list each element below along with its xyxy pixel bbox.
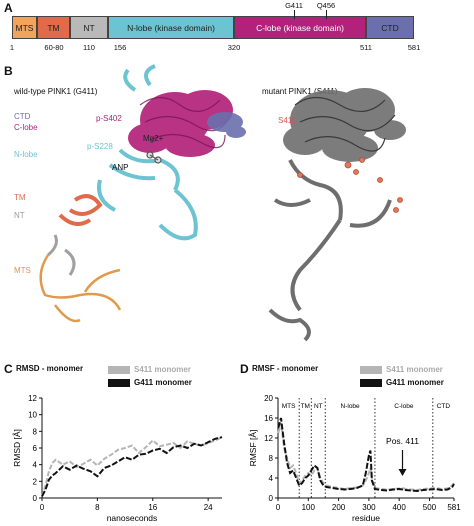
wt-label-p-s228: p-S228 xyxy=(87,142,113,151)
boundary-label: 581 xyxy=(407,43,421,52)
mut-label-s411: S411 xyxy=(278,116,297,125)
wt-label-nt: NT xyxy=(14,211,25,220)
x-tick-label: 8 xyxy=(95,503,100,512)
protein-structures xyxy=(39,64,406,342)
x-tick-label: 0 xyxy=(40,503,45,512)
panel-d-letter: D xyxy=(240,362,249,376)
boundary-label: 320 xyxy=(227,43,241,52)
boundary-label: 60-80 xyxy=(44,43,64,52)
position-411-annotation: Pos. 411 xyxy=(386,436,419,446)
mutant-structure-ribbons xyxy=(268,88,406,342)
x-tick-label: 500 xyxy=(423,503,437,512)
boundary-label: 1 xyxy=(9,43,15,52)
wt-label-mg: Mg2+ xyxy=(143,134,164,143)
y-tick-label: 6 xyxy=(33,444,38,453)
boundary-label: 110 xyxy=(83,43,95,52)
legend-label: G411 monomer xyxy=(134,378,192,387)
domain-ctd: CTD xyxy=(366,16,414,39)
domain-c-lobe: C-lobe (kinase domain) xyxy=(234,16,366,39)
x-tick-label: 0 xyxy=(276,503,281,512)
legend-label: S411 monomer xyxy=(134,365,191,374)
mutation-marker xyxy=(326,10,327,19)
domain-label: N-lobe xyxy=(341,403,361,410)
domain-label: C-lobe xyxy=(394,403,414,410)
y-axis-label: RMSF [Å] xyxy=(248,430,258,467)
x-axis-label: residue xyxy=(352,513,380,523)
boundary-label: 156 xyxy=(113,43,127,52)
y-tick-label: 8 xyxy=(33,427,38,436)
panel-a-letter: A xyxy=(4,1,13,15)
panel-b-letter: B xyxy=(4,64,13,78)
annotation-arrow-head xyxy=(398,469,407,476)
rmsd-chart-title: RMSD - monomer xyxy=(16,364,84,373)
mutation-marker xyxy=(294,10,295,19)
rmsd-legend-s411: S411 monomer xyxy=(108,365,191,374)
x-axis-label: nanoseconds xyxy=(107,513,158,523)
series-line-s411 xyxy=(41,436,223,497)
legend-swatch xyxy=(108,365,130,374)
legend-swatch xyxy=(108,378,130,387)
y-tick-label: 12 xyxy=(28,394,37,403)
y-tick-label: 10 xyxy=(28,411,37,420)
domain-label: MTS xyxy=(282,403,296,410)
y-tick-label: 20 xyxy=(264,394,273,403)
rmsf-legend-s411: S411 monomer xyxy=(360,365,443,374)
boundary-label: 511 xyxy=(360,43,372,52)
y-tick-label: 4 xyxy=(33,461,38,470)
legend-label: G411 monomer xyxy=(386,378,444,387)
x-tick-label: 200 xyxy=(332,503,346,512)
rmsf-chart-title: RMSF - monomer xyxy=(252,364,319,373)
x-tick-label: 24 xyxy=(204,503,213,512)
y-tick-label: 16 xyxy=(264,414,273,423)
legend-swatch xyxy=(360,365,382,374)
rmsd-legend-g411: G411 monomer xyxy=(108,378,192,387)
y-tick-label: 2 xyxy=(33,477,38,486)
wt-label-mts: MTS xyxy=(14,266,31,275)
domain-label: CTD xyxy=(437,403,451,410)
domain-tm: TM xyxy=(37,16,70,39)
series-line-g411 xyxy=(277,417,455,493)
wt-label-tm: TM xyxy=(14,193,26,202)
y-tick-label: 0 xyxy=(33,494,38,503)
x-tick-label: 100 xyxy=(302,503,316,512)
mutation-label-q456: Q456 xyxy=(316,1,336,10)
domain-label: TM xyxy=(301,403,310,410)
y-tick-label: 0 xyxy=(269,494,274,503)
legend-swatch xyxy=(360,378,382,387)
wt-label-n-lobe: N-lobe xyxy=(14,150,38,159)
domain-n-lobe: N-lobe (kinase domain) xyxy=(108,16,234,39)
wt-label-ctd: CTD xyxy=(14,112,31,121)
wt-structure-title: wild-type PINK1 (G411) xyxy=(14,87,98,96)
y-tick-label: 4 xyxy=(269,474,274,483)
domain-mts: MTS xyxy=(12,16,37,39)
x-tick-label: 16 xyxy=(148,503,157,512)
y-axis-label: RMSD [Å] xyxy=(12,429,22,467)
y-tick-label: 12 xyxy=(264,434,273,443)
mutant-structure-title: mutant PINK1 (S411) xyxy=(262,87,338,96)
x-tick-label: 400 xyxy=(392,503,406,512)
wt-label-c-lobe: C-lobe xyxy=(14,123,38,132)
series-line-g411 xyxy=(41,436,223,497)
mutation-label-g411: G411 xyxy=(285,1,303,10)
domain-nt: NT xyxy=(70,16,108,39)
y-tick-label: 8 xyxy=(269,454,274,463)
wt-label-anp: ANP xyxy=(112,163,129,172)
wt-structure-ribbons xyxy=(39,64,246,323)
wt-label-p-s402: p-S402 xyxy=(96,114,122,123)
rmsf-legend-g411: G411 monomer xyxy=(360,378,444,387)
panel-c-letter: C xyxy=(4,362,13,376)
legend-label: S411 monomer xyxy=(386,365,443,374)
x-tick-label: 300 xyxy=(362,503,376,512)
series-line-s411 xyxy=(277,422,455,492)
domain-label: NT xyxy=(314,403,323,410)
x-tick-label: 581 xyxy=(447,503,461,512)
